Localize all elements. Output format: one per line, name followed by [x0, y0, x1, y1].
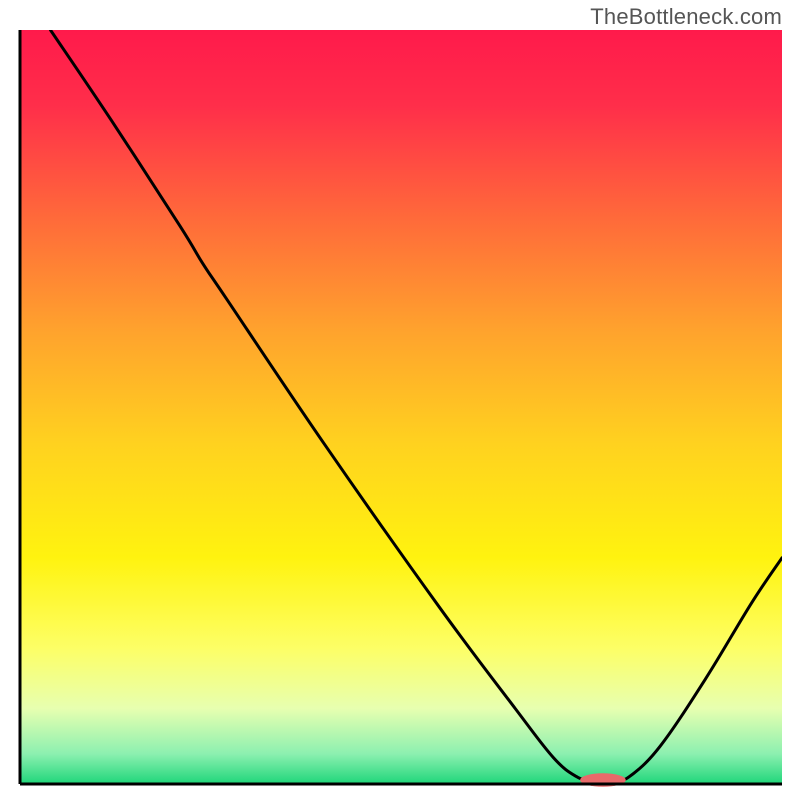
chart-background [20, 30, 782, 784]
chart-root: TheBottleneck.com [0, 0, 800, 800]
bottleneck-chart [0, 0, 800, 800]
